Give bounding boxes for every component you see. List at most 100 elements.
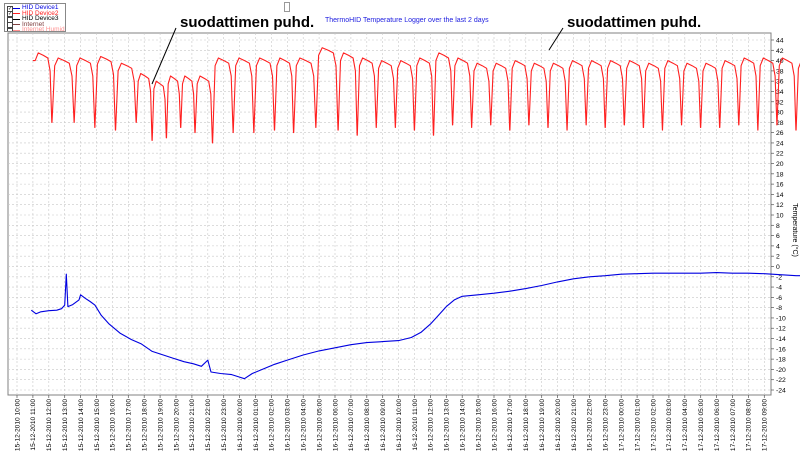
y-tick-label: 28 [776,120,784,127]
legend-item[interactable]: Internet Humidity [5,26,66,32]
legend-label: HID Device2 [22,9,59,17]
y-tick-label: -20 [776,367,786,374]
y-tick-label: -14 [776,336,786,343]
x-tick-label: 15-12-2010 22:00 [205,399,212,451]
y-axis-label: Temperature (°C) [791,203,799,257]
y-tick-label: 2 [776,254,780,261]
y-tick-label: -24 [776,388,786,395]
legend-item[interactable]: ✓ HID Device2 [5,9,65,18]
legend-checkbox[interactable]: ✓ [7,5,13,12]
x-tick-label: 16-12-2010 03:00 [285,399,292,451]
x-tick-label: 17-12-2010 09:00 [762,399,769,451]
x-tick-label: 16-12-2010 13:00 [444,399,451,451]
x-tick-label: 16-12-2010 20:00 [555,399,562,451]
legend-item[interactable]: HID Device3 [5,15,65,23]
x-tick-label: 15-12-2010 10:00 [14,399,21,451]
annotation-lines [151,27,564,85]
y-tick-label: 10 [776,213,784,220]
y-tick-label: 32 [776,99,784,106]
y-tick-label: 34 [776,89,784,96]
legend-label: Internet Humidity [22,26,66,32]
y-tick-label: 16 [776,182,784,189]
x-tick-label: 16-12-2010 16:00 [491,399,498,451]
legend-label: HID Device1 [22,4,59,11]
y-tick-label: 6 [776,233,780,240]
legend-checkbox[interactable] [7,27,13,31]
legend-checkbox[interactable]: ✓ [7,11,13,18]
x-tick-label: 16-12-2010 17:00 [507,399,514,451]
y-tick-label: -16 [776,346,786,353]
legend-swatch [13,18,20,20]
series-lines [30,47,800,380]
x-tick-label: 17-12-2010 04:00 [682,399,689,451]
y-tick-label: -2 [776,274,782,281]
x-tick-label: 15-12-2010 23:00 [221,399,228,451]
x-tick-label: 16-12-2010 12:00 [428,399,435,451]
y-tick-label: 12 [776,202,784,209]
y-tick-label: 22 [776,151,784,158]
x-tick-label: 16-12-2010 21:00 [571,399,578,451]
y-axis-ticks: 4442403836343230282624222018161412108642… [771,38,786,395]
annotation-pointer-1 [151,27,177,85]
y-tick-label: -8 [776,305,782,312]
y-tick-label: 36 [776,79,784,86]
scroll-marker[interactable] [284,2,290,12]
y-tick-label: 38 [776,68,784,75]
x-tick-label: 16-12-2010 14:00 [460,399,467,451]
x-tick-label: 16-12-2010 19:00 [539,399,546,451]
y-tick-label: 0 [776,264,780,271]
legend: ✓ HID Device1 ✓ HID Device2 HID Device3 Inter… [4,3,66,32]
x-tick-label: 15-12-2010 18:00 [142,399,149,451]
legend-swatch [13,7,20,9]
x-tick-label: 16-12-2010 22:00 [587,399,594,451]
grid-lines [8,33,771,395]
y-tick-label: 44 [776,38,784,45]
series-line-hid-device1 [30,272,800,380]
legend-swatch [13,13,20,15]
annotation-label-2: suodattimen puhd. [567,14,702,31]
x-tick-label: 16-12-2010 18:00 [523,399,530,451]
x-tick-label: 17-12-2010 03:00 [666,399,673,451]
y-tick-label: -12 [776,326,786,333]
y-tick-label: 40 [776,58,784,65]
y-tick-label: 14 [776,192,784,199]
y-tick-label: 4 [776,243,780,250]
y-tick-label: 8 [776,223,780,230]
y-tick-label: 18 [776,171,784,178]
x-tick-label: 16-12-2010 07:00 [348,399,355,451]
y-tick-label: -18 [776,357,786,364]
x-tick-label: 16-12-2010 00:00 [237,399,244,451]
x-tick-label: 16-12-2010 15:00 [475,399,482,451]
x-tick-label: 17-12-2010 07:00 [730,399,737,451]
y-tick-label: 30 [776,110,784,117]
x-tick-label: 15-12-2010 20:00 [173,399,180,451]
x-tick-label: 16-12-2010 06:00 [332,399,339,451]
x-axis-ticks: 15-12-2010 10:00 15-12-2010 11:00 15-12-20… [14,395,769,451]
y-tick-label: -4 [776,285,782,292]
annotation-pointer-2 [548,27,564,51]
x-tick-label: 17-12-2010 00:00 [619,399,626,451]
y-tick-label: 26 [776,130,784,137]
legend-checkbox[interactable] [7,22,13,29]
x-tick-label: 15-12-2010 15:00 [94,399,101,451]
y-tick-label: -6 [776,295,782,302]
x-tick-label: 16-12-2010 09:00 [380,399,387,451]
x-tick-label: 17-12-2010 08:00 [746,399,753,451]
x-tick-label: 16-12-2010 11:00 [412,399,419,451]
x-tick-label: 17-12-2010 01:00 [634,399,641,451]
x-tick-label: 15-12-2010 19:00 [157,399,164,451]
y-tick-label: 42 [776,48,784,55]
x-tick-label: 16-12-2010 01:00 [253,399,260,451]
x-tick-label: 17-12-2010 06:00 [714,399,721,451]
legend-label: Internet [22,20,45,28]
legend-checkbox[interactable] [7,16,13,23]
x-tick-label: 17-12-2010 02:00 [650,399,657,451]
x-tick-label: 15-12-2010 12:00 [46,399,53,451]
legend-item[interactable]: Internet [5,20,65,29]
annotation-label-1: suodattimen puhd. [180,14,315,31]
y-tick-label: 24 [776,140,784,147]
legend-item[interactable]: ✓ HID Device1 [5,4,65,12]
legend-swatch [13,24,20,26]
x-tick-label: 15-12-2010 16:00 [110,399,117,451]
